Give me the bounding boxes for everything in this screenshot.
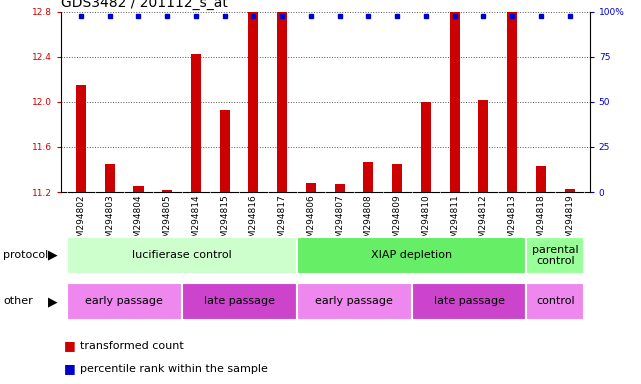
Text: early passage: early passage [85,296,163,306]
Text: GSM294804: GSM294804 [134,194,143,249]
Bar [536,166,546,192]
Bar [565,189,574,192]
Text: transformed count: transformed count [80,341,184,351]
Bar [181,283,297,320]
Text: early passage: early passage [315,296,393,306]
Text: GSM294818: GSM294818 [537,194,545,249]
Bar [526,283,584,320]
Bar [76,85,86,192]
Bar [277,0,287,192]
Text: GSM294809: GSM294809 [393,194,402,249]
Text: ▶: ▶ [47,249,58,262]
Text: GSM294813: GSM294813 [508,194,517,249]
Text: GDS3482 / 201112_s_at: GDS3482 / 201112_s_at [61,0,228,10]
Text: GSM294816: GSM294816 [249,194,258,249]
Text: GSM294817: GSM294817 [278,194,287,249]
Bar [104,164,115,192]
Text: percentile rank within the sample: percentile rank within the sample [80,364,268,374]
Text: GSM294815: GSM294815 [221,194,229,249]
Text: GSM294808: GSM294808 [364,194,373,249]
Bar [67,237,297,274]
Text: GSM294803: GSM294803 [105,194,114,249]
Text: GSM294805: GSM294805 [163,194,172,249]
Text: XIAP depletion: XIAP depletion [371,250,452,260]
Text: GSM294819: GSM294819 [565,194,574,249]
Bar [412,283,526,320]
Text: ▶: ▶ [47,295,58,308]
Bar [162,190,172,192]
Text: other: other [3,296,33,306]
Text: lucifierase control: lucifierase control [132,250,231,260]
Text: late passage: late passage [204,296,274,306]
Bar [220,110,229,192]
Text: GSM294802: GSM294802 [76,194,85,249]
Text: GSM294807: GSM294807 [335,194,344,249]
Bar [306,183,316,192]
Text: GSM294811: GSM294811 [450,194,459,249]
Bar [449,0,460,192]
Text: GSM294806: GSM294806 [306,194,315,249]
Bar [249,0,258,192]
Bar [392,164,402,192]
Bar [297,237,526,274]
Bar [421,102,431,192]
Text: GSM294814: GSM294814 [192,194,201,249]
Text: control: control [536,296,574,306]
Text: parental
control: parental control [532,245,579,266]
Bar [363,162,374,192]
Text: protocol: protocol [3,250,49,260]
Bar [191,55,201,192]
Text: GSM294812: GSM294812 [479,194,488,249]
Bar [67,283,181,320]
Bar [297,283,412,320]
Bar [478,99,488,192]
Bar [526,237,584,274]
Text: late passage: late passage [433,296,504,306]
Text: ■: ■ [64,362,76,375]
Bar [335,184,345,192]
Bar [133,186,144,192]
Bar [507,0,517,192]
Text: ■: ■ [64,339,76,352]
Text: GSM294810: GSM294810 [421,194,430,249]
